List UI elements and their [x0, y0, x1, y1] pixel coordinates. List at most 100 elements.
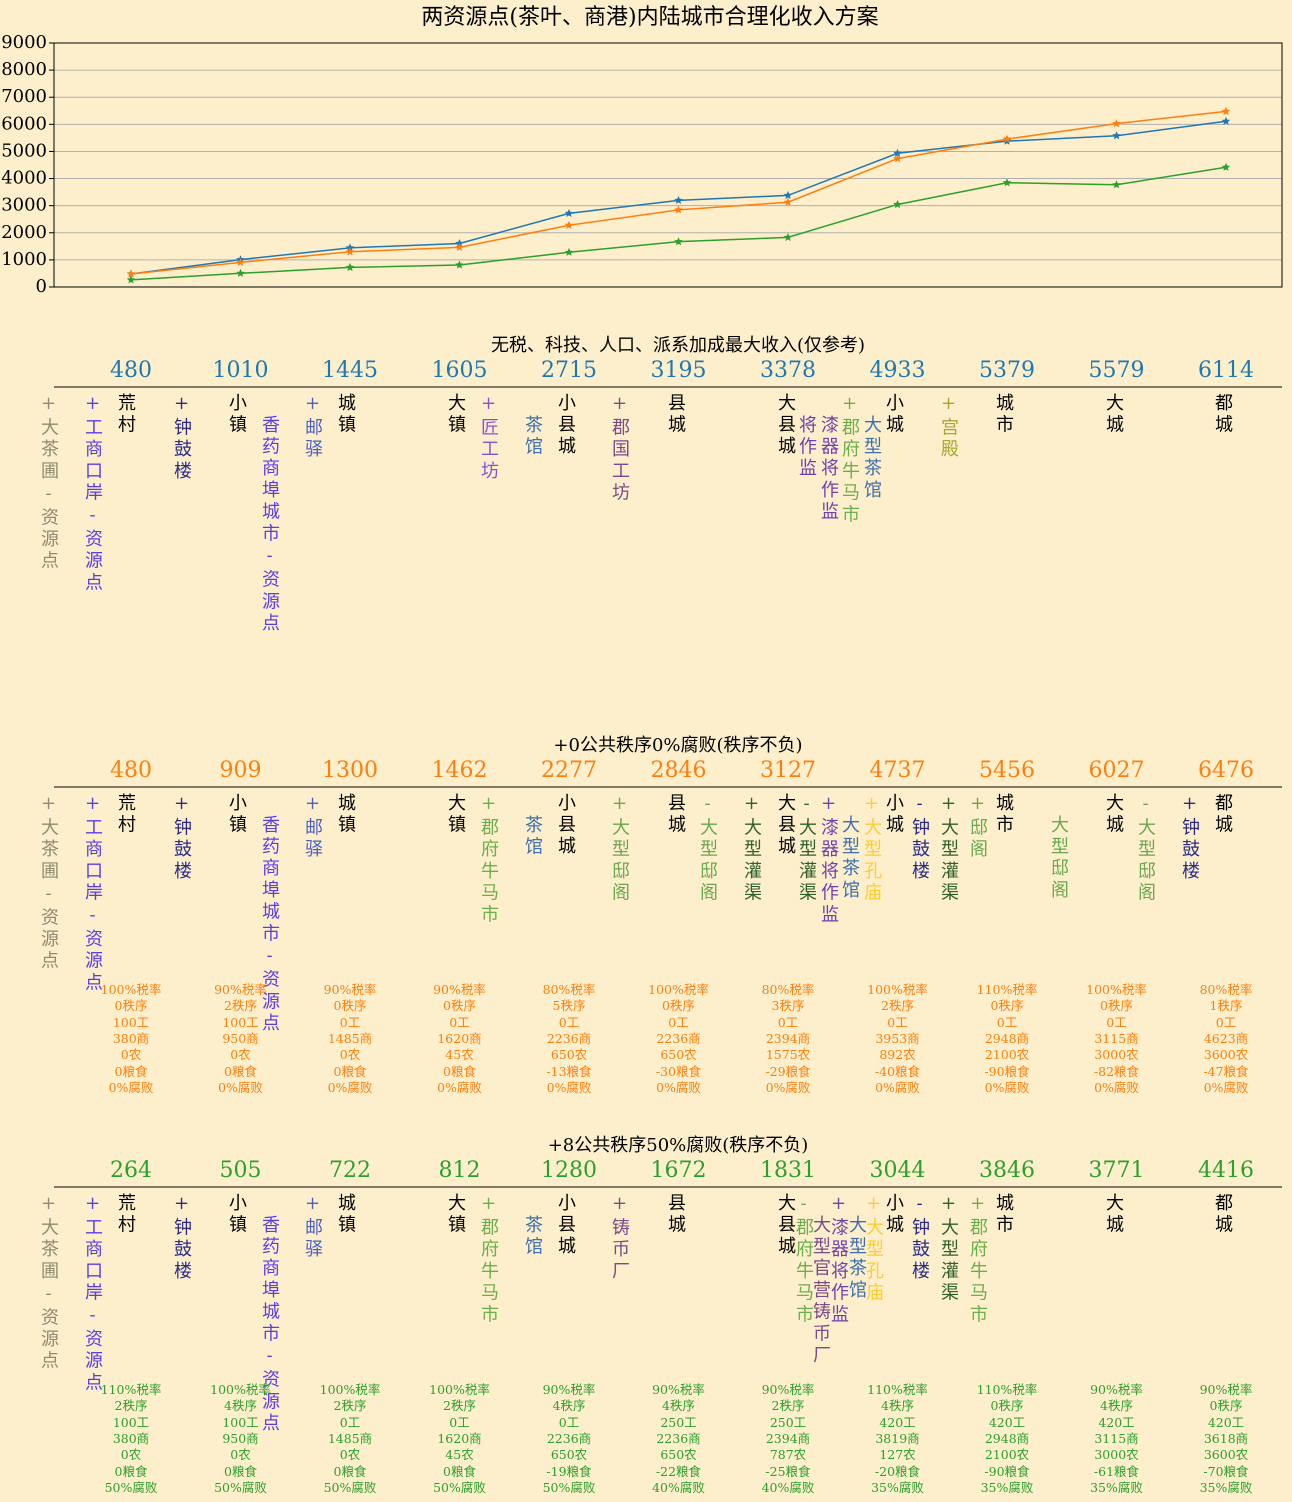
total-label: 5379	[979, 358, 1035, 383]
y-tick-label: 3000	[1, 195, 47, 216]
stat-line: -19粮食	[546, 1463, 592, 1479]
stat-line: -70粮食	[1203, 1463, 1249, 1479]
stat-line: 0%腐败	[656, 1079, 701, 1095]
stat-line: 950商	[222, 1430, 259, 1446]
stat-line: 0工	[887, 1014, 908, 1030]
stat-line: 0秩序	[1100, 998, 1133, 1014]
building-label: -钟鼓楼	[909, 793, 930, 883]
building-label: +郡府牛马市	[478, 793, 499, 927]
stat-line: 0农	[339, 1047, 361, 1063]
building-label: +大型孔庙	[863, 1193, 884, 1305]
stat-line: 380商	[112, 1430, 150, 1446]
stat-line: 2394商	[765, 1030, 811, 1046]
stat-line: 0工	[558, 1014, 580, 1030]
stat-line: 90%税率	[761, 1382, 815, 1397]
total-label: 480	[110, 358, 152, 383]
y-tick-label: 7000	[1, 86, 47, 107]
building-label: 大县城	[775, 793, 796, 859]
stat-line: 0工	[449, 1014, 470, 1030]
stat-line: 2秩序	[881, 998, 914, 1014]
stat-line: 110%税率	[976, 1382, 1038, 1397]
stat-line: 0%腐败	[765, 1079, 811, 1095]
building-label: +铸币厂	[609, 1193, 630, 1283]
stat-line: 3600农	[1203, 1447, 1249, 1463]
building-label: 大镇	[445, 793, 466, 837]
point-marker	[126, 269, 136, 278]
stat-line: 0粮食	[224, 1063, 257, 1079]
total-label: 6027	[1089, 758, 1145, 783]
stat-line: 650农	[660, 1447, 697, 1463]
building-label: 小镇	[226, 793, 247, 837]
stat-line: 0工	[1106, 1014, 1127, 1030]
building-label: 香药商埠城市-资源点	[259, 1214, 280, 1435]
series-line	[130, 166, 1227, 281]
stat-line: 0%腐败	[1203, 1079, 1249, 1095]
building-label: 茶馆	[522, 414, 543, 459]
point-marker	[893, 148, 902, 157]
total-label: 480	[110, 758, 152, 783]
stat-line: 3600农	[1203, 1047, 1249, 1063]
stat-line: 2100农	[984, 1047, 1030, 1063]
point-marker	[345, 247, 355, 256]
building-label: 都城	[1212, 1193, 1233, 1237]
building-label: 县城	[665, 393, 686, 437]
chart-title: 两资源点(茶叶、商港)内陆城市合理化收入方案	[421, 5, 878, 30]
stat-line: 2236商	[656, 1030, 701, 1046]
section-title: +8公共秩序50%腐败(秩序不负)	[548, 1135, 809, 1156]
y-tick-label: 8000	[1, 59, 47, 80]
building-label: 小县城	[555, 793, 576, 859]
building-label: -郡府牛马市	[793, 1193, 814, 1327]
stat-line: 250工	[769, 1414, 807, 1430]
stat-line: 90%税率	[433, 982, 486, 997]
building-label: +工商口岸-资源点	[82, 393, 103, 595]
building-label: 大县城	[775, 1193, 796, 1259]
stat-line: -13粮食	[546, 1063, 592, 1079]
building-label: 县城	[665, 793, 686, 837]
stat-line: 0农	[120, 1047, 142, 1063]
stat-line: 1575农	[765, 1047, 811, 1063]
building-label: +邮驿	[302, 793, 323, 862]
total-label: 6476	[1198, 758, 1254, 783]
building-label: +钟鼓楼	[1179, 793, 1200, 883]
stat-line: -61粮食	[1093, 1463, 1140, 1479]
total-label: 5456	[979, 758, 1035, 783]
stat-line: 100工	[112, 1014, 150, 1030]
stat-line: 100工	[112, 1414, 150, 1430]
point-marker	[1112, 180, 1121, 189]
stat-line: 0粮食	[443, 1463, 476, 1479]
building-label: 小县城	[555, 1193, 576, 1259]
total-label: 6114	[1198, 358, 1254, 383]
stat-line: 0%腐败	[437, 1079, 482, 1095]
total-label: 1300	[322, 758, 378, 783]
stat-line: 5秩序	[552, 998, 586, 1014]
building-label: 城镇	[335, 393, 356, 437]
total-label: 1280	[541, 1158, 597, 1183]
stat-line: 2100农	[984, 1447, 1030, 1463]
stat-line: -40粮食	[874, 1063, 921, 1079]
building-label: 大镇	[445, 1193, 466, 1237]
total-label: 3378	[760, 358, 816, 383]
stat-line: 40%腐败	[652, 1479, 705, 1495]
building-label: 荒村	[115, 793, 136, 837]
stat-line: 80%税率	[1199, 982, 1253, 997]
total-label: 722	[329, 1158, 371, 1183]
stat-line: 50%腐败	[104, 1479, 158, 1495]
stat-line: 4秩序	[881, 1398, 914, 1414]
stat-line: 50%腐败	[542, 1479, 596, 1495]
stat-line: 2948商	[984, 1030, 1030, 1046]
stat-line: 35%腐败	[980, 1479, 1034, 1495]
building-label: 大城	[1103, 1193, 1124, 1237]
building-label: 小镇	[226, 393, 247, 437]
building-label: +郡国工坊	[609, 393, 630, 505]
stat-line: 0工	[996, 1014, 1018, 1030]
stat-line: -20粮食	[874, 1463, 921, 1479]
stat-line: 892农	[879, 1047, 916, 1063]
stat-line: -47粮食	[1203, 1063, 1249, 1079]
building-label: 将作监	[796, 414, 817, 480]
building-label: +邸阁	[967, 793, 988, 862]
building-label: +邮驿	[302, 1193, 323, 1262]
stat-line: 100%税率	[648, 982, 709, 997]
stat-line: 50%腐败	[323, 1479, 377, 1495]
stat-line: 2秩序	[333, 1398, 367, 1414]
